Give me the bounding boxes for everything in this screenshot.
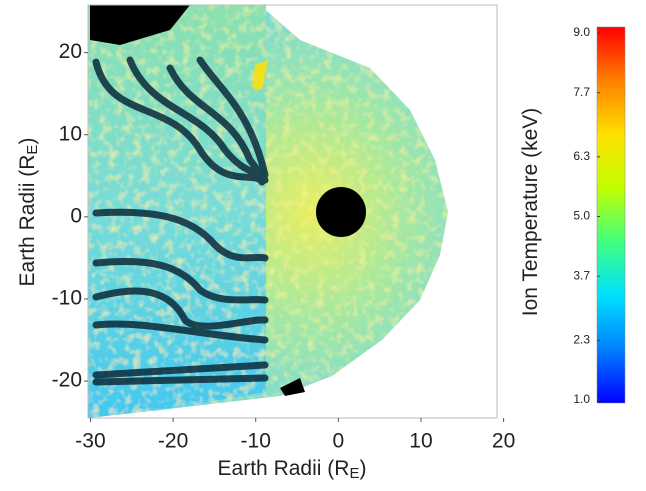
no-data-patch [280,378,305,396]
colorbar-tick-label: 9.0 [573,25,590,39]
y-tick-label: -10 [52,286,82,309]
earth [316,187,366,237]
colorbar-tick-label: 2.3 [573,333,590,347]
colorbar-tick-label: 3.7 [573,268,590,282]
x-tick-label: 10 [409,430,432,453]
colorbar-tick-label: 7.7 [573,85,590,99]
colorbar-tick-label: 1.0 [573,392,590,406]
x-tick-label: 0 [333,430,345,453]
colorbar [596,26,626,404]
x-tick-label: -20 [158,430,188,453]
colorbar-tick-label: 5.0 [573,209,590,223]
y-tick-label: 20 [59,40,82,63]
y-tick-label: -20 [52,369,82,392]
x-tick-label: 20 [492,430,515,453]
hot-patch [252,60,268,90]
x-tick-label: -30 [75,430,105,453]
colorbar-label: Ion Temperature (keV) [519,108,542,317]
y-tick-label: 0 [70,204,82,227]
y-axis-label: Earth Radii (RE) [16,138,41,287]
colorbar-tick-label: 6.3 [573,149,590,163]
field-lines [92,56,269,386]
x-axis-label: Earth Radii (RE) [218,457,367,482]
plot-frame [87,4,498,419]
y-tick-label: 10 [59,122,82,145]
x-tick-label: -10 [241,430,271,453]
no-data-patch [90,5,190,45]
